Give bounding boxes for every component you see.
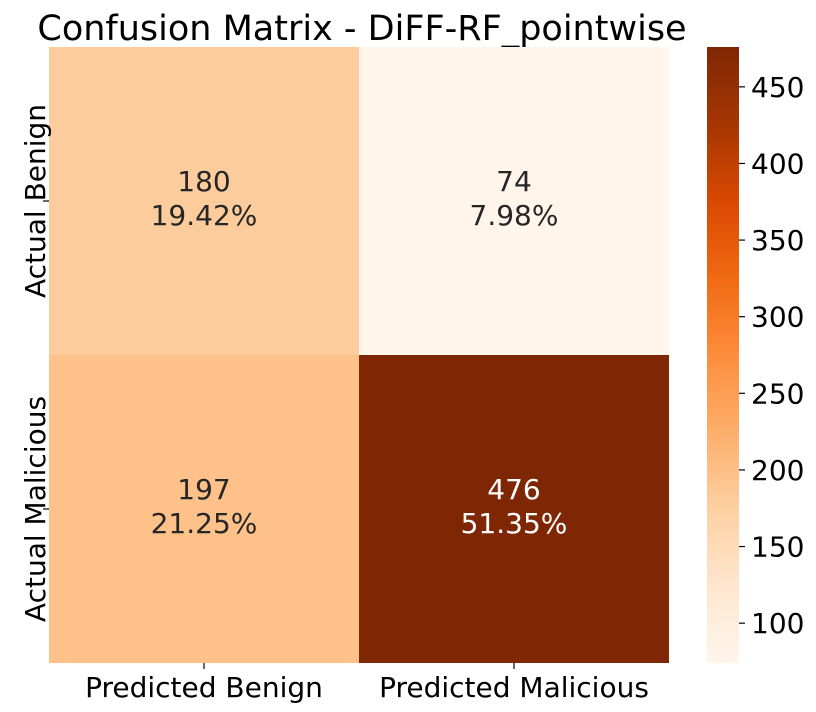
cell-count-label: 74 <box>496 165 532 198</box>
row-labels: Actual Benign Actual Malicious <box>19 104 52 622</box>
heatmap-cell <box>359 47 669 355</box>
cell-count-label: 180 <box>177 165 230 198</box>
row-label: Actual Benign <box>19 104 52 298</box>
cell-percent-label: 7.98% <box>470 199 559 232</box>
colorbar-tick-label: 450 <box>751 71 804 104</box>
cell-count-label: 197 <box>177 473 230 506</box>
heatmap-cell <box>49 355 359 663</box>
colorbar-tick-label: 300 <box>751 301 804 334</box>
cell-percent-label: 21.25% <box>151 507 258 540</box>
row-label: Actual Malicious <box>19 396 52 622</box>
colorbar-ticks: 100 150 200 250 300 350 400 450 <box>739 71 804 640</box>
colorbar-tick-label: 250 <box>751 377 804 410</box>
colorbar-tick-label: 400 <box>751 147 804 180</box>
colorbar-tick-label: 200 <box>751 454 804 487</box>
colorbar-gradient <box>707 47 739 663</box>
col-label: Predicted Malicious <box>379 671 649 704</box>
col-labels: Predicted Benign Predicted Malicious <box>85 663 649 704</box>
colorbar-tick-label: 350 <box>751 224 804 257</box>
colorbar-tick-label: 150 <box>751 531 804 564</box>
cell-percent-label: 19.42% <box>151 199 258 232</box>
cell-percent-label: 51.35% <box>461 507 568 540</box>
colorbar-tick-label: 100 <box>751 607 804 640</box>
chart-title: Confusion Matrix - DiFF-RF_pointwise <box>37 9 686 49</box>
heatmap-cell <box>49 47 359 355</box>
colorbar: 100 150 200 250 300 350 400 450 <box>707 47 804 663</box>
cell-count-label: 476 <box>487 473 540 506</box>
col-label: Predicted Benign <box>85 671 323 704</box>
heatmap-cell <box>359 355 669 663</box>
